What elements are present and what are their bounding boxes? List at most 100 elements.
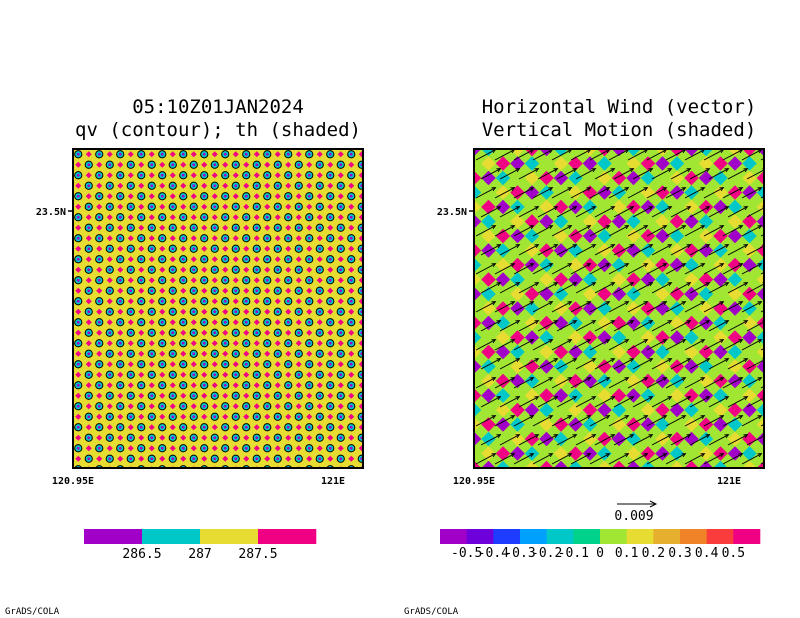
theta-cold-core [97, 173, 101, 177]
w-cell [554, 475, 569, 490]
wind-vector-head [624, 339, 630, 344]
theta-warm-cell [169, 319, 176, 326]
wind-vector-head [591, 244, 597, 249]
w-cell [756, 214, 764, 229]
wind-vector-head [776, 226, 780, 229]
theta-cold-core [286, 194, 290, 198]
w-cell [582, 402, 598, 418]
theta-warm-cell [348, 308, 355, 315]
theta-warm-cell [85, 193, 92, 200]
theta-warm-cell [285, 434, 292, 441]
theta-warm-cell [201, 287, 208, 294]
w-cell [727, 214, 743, 229]
theta-warm-cell [222, 182, 229, 189]
wind-vector [651, 396, 672, 408]
wind-vector-head [491, 453, 497, 458]
w-cell [771, 229, 786, 244]
wind-vector [557, 473, 576, 483]
theta-cold-core [265, 299, 269, 303]
w-cell [669, 417, 685, 432]
wind-vector-head [534, 168, 540, 173]
theta-warm-cell [138, 224, 145, 231]
w-cell [684, 373, 699, 389]
wind-vector-head [534, 434, 540, 439]
wind-vector [499, 168, 520, 180]
theta-warm-cell [327, 329, 334, 336]
w-cell [495, 373, 511, 389]
theta-warm-cell [369, 330, 375, 336]
theta-warm-cell [138, 392, 145, 399]
theta-cold-core [297, 373, 301, 377]
wind-vector [708, 244, 729, 256]
theta-warm-cell [96, 161, 103, 168]
theta-cold-core [213, 373, 217, 377]
wind-vector-head [719, 187, 725, 192]
w-cell [481, 286, 496, 302]
w-cell [474, 214, 482, 229]
theta-warm-cell [138, 434, 145, 441]
theta-warm-cell [96, 371, 103, 378]
w-cell [510, 344, 525, 360]
theta-cold-core [108, 352, 112, 356]
theta-warm-cell [358, 424, 363, 431]
wind-vector-head [648, 473, 652, 476]
theta-warm-cell [348, 266, 355, 273]
theta-cold-core [129, 163, 133, 167]
w-cell [524, 373, 540, 389]
qv-contour-cell [326, 465, 335, 468]
wind-vector-head [548, 339, 554, 344]
theta-cold-core [76, 173, 80, 177]
wind-vector-head [629, 358, 635, 363]
theta-cold-core [286, 236, 290, 240]
left-colorbar: 286.5 287 287.5 [84, 529, 317, 562]
theta-cold-core [213, 415, 217, 419]
theta-warm-cell [106, 340, 113, 347]
theta-cold-core [286, 152, 290, 156]
theta-cold-core [318, 226, 322, 230]
theta-cold-core [108, 226, 112, 230]
w-cell [626, 228, 641, 244]
theta-cold-core [118, 173, 122, 177]
w-cell [611, 330, 627, 345]
theta-cold-core [181, 446, 185, 450]
theta-warm-cell [232, 340, 239, 347]
theta-warm-cell [106, 424, 113, 431]
theta-cold-core [297, 163, 301, 167]
theta-cold-core [307, 320, 311, 324]
theta-warm-cell [232, 382, 239, 389]
w-cell [496, 475, 511, 490]
wind-vector-head [662, 187, 668, 192]
wind-vector [665, 187, 686, 199]
theta-cold-core [223, 446, 227, 450]
theta-warm-cell [316, 424, 323, 431]
theta-warm-cell [169, 424, 176, 431]
w-cell [481, 344, 496, 360]
qv-contour-cell [263, 465, 272, 468]
wind-vector-head [629, 244, 635, 249]
theta-warm-cell [337, 298, 344, 305]
wind-vector [727, 434, 748, 446]
w-cell [655, 475, 670, 490]
w-cell [481, 185, 496, 200]
wind-vector [575, 396, 596, 408]
theta-warm-cell [211, 319, 218, 326]
theta-warm-cell [285, 182, 292, 189]
wind-vector-head [743, 396, 749, 401]
theta-cold-core [213, 478, 216, 481]
wind-vector [766, 473, 785, 483]
w-cell [771, 214, 786, 229]
wind-vector-head [738, 263, 744, 268]
wind-vector [741, 377, 762, 389]
theta-cold-core [339, 352, 343, 356]
theta-warm-cell [316, 403, 323, 410]
theta-warm-cell [169, 256, 176, 263]
theta-cold-core [371, 174, 374, 177]
left-x-tick-label-left: 120.95E [52, 476, 94, 487]
w-cell [481, 315, 496, 331]
theta-warm-cell [138, 287, 145, 294]
wind-vector-head [781, 397, 785, 400]
w-cell [669, 315, 685, 331]
theta-warm-cell [306, 350, 313, 357]
theta-cold-core [181, 194, 185, 198]
wind-vector [613, 320, 634, 332]
